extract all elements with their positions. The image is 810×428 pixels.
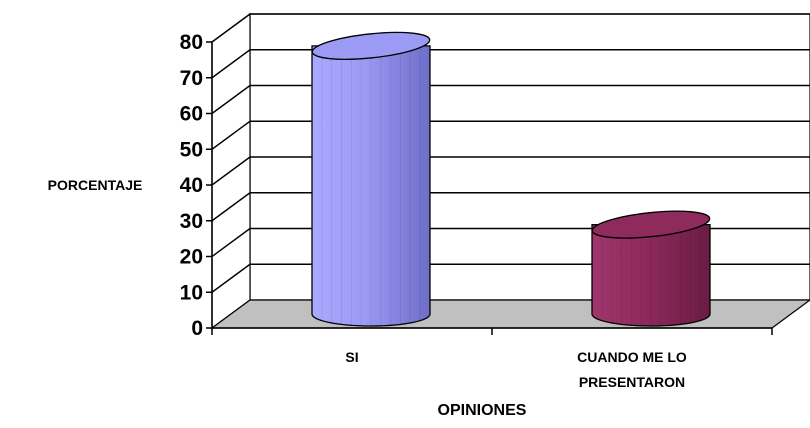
gridline <box>211 156 810 186</box>
chart-walls <box>210 12 810 330</box>
floor <box>210 299 810 329</box>
y-tick-label: 70 <box>180 67 203 90</box>
x-axis-title: OPINIONES <box>438 402 527 419</box>
y-tick-label: 20 <box>180 246 203 269</box>
bar-body <box>311 45 431 327</box>
bar-1 <box>591 210 711 327</box>
x-axis-categories: SI CUANDO ME LO PRESENTARON <box>211 328 773 390</box>
y-tick-label: 80 <box>180 31 203 54</box>
y-tick-label: 30 <box>180 210 203 233</box>
bar-body <box>591 223 711 327</box>
x-category-label: SI <box>345 349 358 365</box>
bar-top <box>311 31 431 60</box>
gridline <box>211 13 810 43</box>
gridline <box>211 84 810 115</box>
bar-0 <box>311 31 431 327</box>
x-category-label: PRESENTARON <box>579 374 685 390</box>
y-tick-label: 50 <box>180 138 203 161</box>
y-tick-label: 10 <box>180 281 203 304</box>
gridline <box>211 120 810 150</box>
gridlines <box>211 13 810 293</box>
gridline <box>211 192 810 222</box>
y-tick-label: 0 <box>191 317 203 340</box>
y-tick-label: 40 <box>180 174 203 197</box>
bar-top <box>591 210 711 239</box>
y-axis-ticks: 0 10 20 30 40 50 60 70 80 <box>180 31 212 340</box>
bars <box>311 31 711 327</box>
y-axis-title: PORCENTAJE <box>48 177 143 193</box>
y-tick-label: 60 <box>180 103 203 126</box>
gridline <box>211 49 810 79</box>
x-category-label: CUANDO ME LO <box>577 349 687 365</box>
